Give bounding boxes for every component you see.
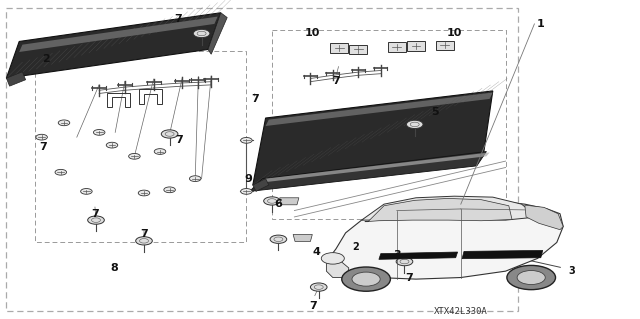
Text: 8: 8	[110, 263, 118, 273]
Polygon shape	[253, 91, 493, 185]
Circle shape	[81, 189, 92, 194]
Polygon shape	[462, 250, 543, 259]
Text: 3: 3	[568, 265, 575, 276]
Text: 7: 7	[140, 229, 148, 240]
Text: 6: 6	[275, 199, 282, 209]
Circle shape	[129, 153, 140, 159]
Text: 7: 7	[310, 301, 317, 311]
Circle shape	[58, 120, 70, 126]
Circle shape	[138, 190, 150, 196]
Text: 2: 2	[352, 242, 358, 252]
Circle shape	[241, 189, 252, 194]
Bar	[436, 41, 454, 50]
Text: 7: 7	[91, 209, 99, 219]
Text: 7: 7	[40, 142, 47, 152]
Circle shape	[321, 253, 344, 264]
Circle shape	[106, 142, 118, 148]
Circle shape	[36, 134, 47, 140]
Polygon shape	[253, 179, 269, 191]
Bar	[330, 43, 348, 53]
Text: 7: 7	[175, 135, 183, 145]
Polygon shape	[6, 72, 26, 86]
Polygon shape	[326, 260, 349, 278]
Text: 7: 7	[251, 94, 259, 104]
Polygon shape	[525, 205, 563, 230]
Text: 5: 5	[431, 107, 439, 117]
Text: 7: 7	[174, 14, 182, 24]
Circle shape	[270, 235, 287, 243]
Circle shape	[55, 169, 67, 175]
Bar	[407, 41, 425, 51]
Polygon shape	[379, 252, 458, 259]
Text: 1: 1	[537, 19, 545, 29]
Text: 7: 7	[332, 76, 340, 86]
Text: XTX42L330A: XTX42L330A	[434, 307, 488, 315]
Polygon shape	[6, 13, 221, 78]
Circle shape	[154, 149, 166, 154]
Bar	[349, 45, 367, 54]
Polygon shape	[280, 198, 299, 205]
Circle shape	[241, 137, 252, 143]
Circle shape	[136, 237, 152, 245]
Bar	[272, 30, 506, 219]
Circle shape	[93, 130, 105, 135]
Text: 10: 10	[447, 28, 462, 39]
Polygon shape	[293, 234, 312, 241]
Circle shape	[507, 265, 556, 290]
Polygon shape	[262, 152, 490, 182]
Circle shape	[406, 120, 423, 129]
Polygon shape	[362, 196, 538, 220]
Text: 4: 4	[313, 247, 321, 257]
Text: 3: 3	[393, 250, 401, 260]
Circle shape	[164, 187, 175, 193]
Circle shape	[264, 197, 280, 205]
Polygon shape	[326, 201, 563, 279]
Polygon shape	[266, 93, 493, 126]
Circle shape	[193, 29, 210, 38]
Circle shape	[161, 130, 178, 138]
Text: 2: 2	[42, 54, 50, 64]
Bar	[35, 51, 246, 242]
Circle shape	[310, 283, 327, 291]
Polygon shape	[250, 152, 486, 191]
Circle shape	[88, 216, 104, 224]
Circle shape	[517, 271, 545, 285]
Circle shape	[396, 257, 413, 266]
Circle shape	[342, 267, 390, 291]
Bar	[388, 42, 406, 52]
Circle shape	[189, 176, 201, 182]
Polygon shape	[19, 17, 218, 52]
Polygon shape	[365, 198, 512, 222]
Polygon shape	[208, 13, 227, 54]
Circle shape	[352, 272, 380, 286]
Text: 7: 7	[406, 272, 413, 283]
Bar	[6, 8, 518, 311]
Text: 10: 10	[305, 28, 320, 39]
Text: 9: 9	[244, 174, 252, 184]
